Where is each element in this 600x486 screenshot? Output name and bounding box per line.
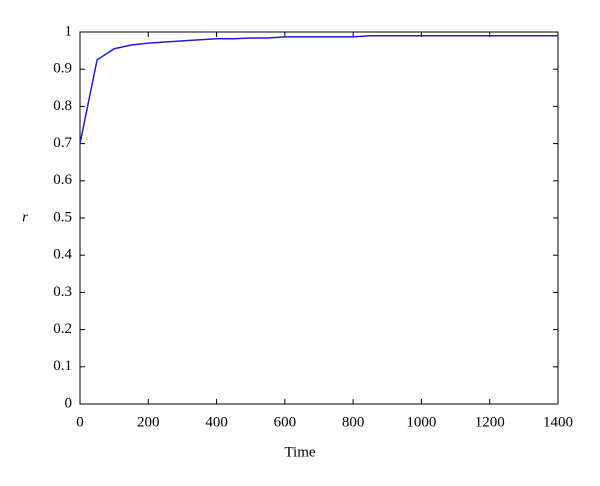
- y-tick-label: 0.9: [53, 61, 72, 77]
- x-tick-label: 400: [205, 414, 228, 430]
- x-tick-label: 1000: [406, 414, 436, 430]
- x-tick-label: 800: [342, 414, 365, 430]
- plot-frame: [79, 31, 559, 405]
- y-tick-label: 0.2: [53, 321, 72, 337]
- x-tick-label: 0: [76, 414, 84, 430]
- y-tick-label: 0: [65, 395, 73, 411]
- x-tick-label: 1200: [475, 414, 505, 430]
- y-tick-label: 0.6: [53, 172, 72, 188]
- y-tick-label: 0.4: [53, 247, 72, 263]
- y-tick-label: 0.1: [53, 358, 72, 374]
- y-tick-label: 1: [65, 23, 73, 39]
- data-line: [79, 34, 558, 144]
- x-axis-label: Time: [284, 444, 315, 460]
- y-tick-label: 0.7: [53, 135, 72, 151]
- y-tick-label: 0.3: [53, 284, 72, 300]
- x-tick-label: 200: [137, 414, 160, 430]
- y-axis-label: r: [22, 209, 28, 225]
- x-tick-label: 1400: [543, 414, 573, 430]
- y-tick-label: 0.5: [53, 209, 72, 225]
- y-tick-label: 0.8: [53, 98, 72, 114]
- x-tick-label: 600: [274, 414, 297, 430]
